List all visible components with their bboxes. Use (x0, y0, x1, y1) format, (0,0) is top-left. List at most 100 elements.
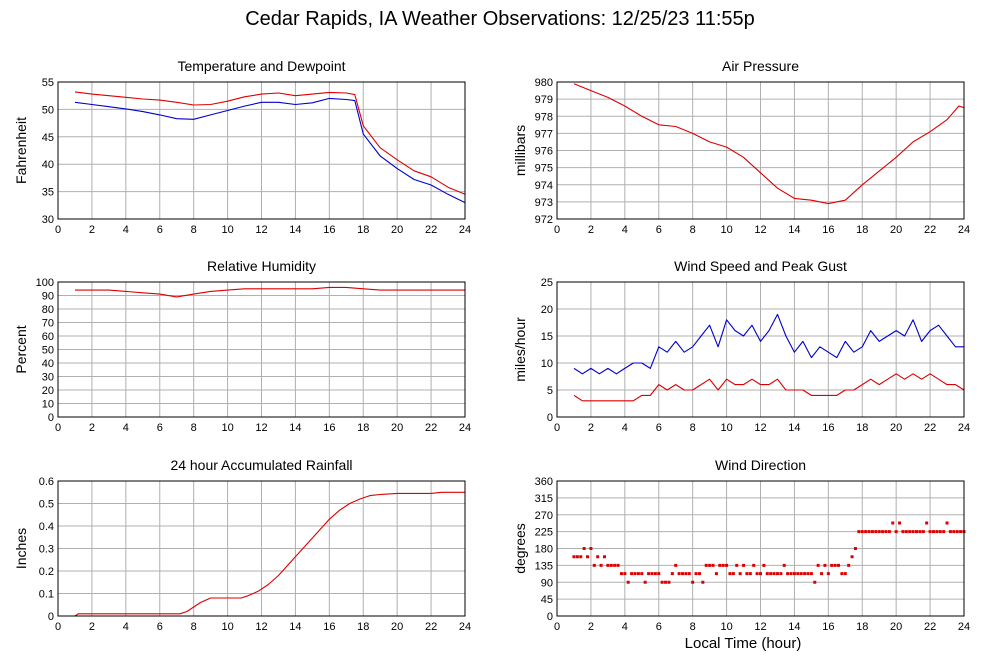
wind-direction-point (915, 530, 919, 534)
wind-direction-xtick-label: 22 (924, 621, 936, 633)
wind-direction-point (820, 572, 824, 576)
wind-direction-point (948, 530, 952, 534)
wind-direction-point (867, 530, 871, 534)
temperature-xtick-label: 10 (221, 224, 233, 236)
pressure-xtick-label: 10 (720, 224, 732, 236)
wind-direction-point (796, 572, 800, 576)
pressure-xtick-label: 20 (890, 224, 902, 236)
wind-direction-point (779, 572, 783, 576)
humidity-xtick-label: 10 (221, 422, 233, 434)
humidity-xtick-label: 6 (157, 422, 163, 434)
rainfall-xtick-label: 16 (323, 621, 335, 633)
rainfall-ytick-label: 0.3 (39, 544, 54, 556)
wind-direction-point (606, 563, 610, 567)
temperature-xtick-label: 6 (157, 224, 163, 236)
pressure-ytick-label: 976 (535, 146, 553, 158)
wind-speed-ylabel: miles/hour (512, 317, 528, 382)
wind-direction-point (704, 563, 708, 567)
wind-direction-point (731, 572, 735, 576)
pressure-xtick-label: 12 (754, 224, 766, 236)
wind-direction-ytick-label: 270 (535, 510, 553, 522)
wind-direction-ytick-label: 360 (535, 476, 553, 488)
humidity-ytick-label: 50 (42, 345, 54, 357)
wind-direction-ylabel: degrees (512, 523, 528, 574)
wind-direction-point (752, 563, 756, 567)
wind-direction-point (613, 563, 617, 567)
wind-direction-point (911, 530, 915, 534)
temperature-series-1 (74, 97, 466, 204)
temperature-xtick-label: 18 (357, 224, 369, 236)
wind-direction-point (636, 572, 640, 576)
wind-direction-ytick-label: 135 (535, 560, 553, 572)
temperature-xtick-label: 24 (459, 224, 471, 236)
wind-direction-point (677, 572, 681, 576)
pressure-xtick-label: 8 (690, 224, 696, 236)
wind-direction-point (718, 563, 722, 567)
pressure-ylabel: millibars (512, 125, 528, 176)
temperature-xtick-label: 14 (289, 224, 301, 236)
wind-direction-xtick-label: 24 (958, 621, 970, 633)
wind-speed-ytick-label: 15 (541, 331, 553, 343)
wind-direction-point (711, 563, 715, 567)
wind-direction-point (792, 572, 796, 576)
wind-direction-point (881, 530, 885, 534)
wind-speed-ytick-label: 0 (547, 412, 553, 424)
wind-direction-point (857, 530, 861, 534)
wind-speed-ytick-label: 10 (541, 358, 553, 370)
wind-direction-xtick-label: 6 (656, 621, 662, 633)
wind-direction-point (853, 547, 857, 550)
wind-speed-xtick-label: 0 (554, 422, 560, 434)
temperature-ytick-label: 50 (42, 104, 54, 116)
pressure-xtick-label: 2 (588, 224, 594, 236)
humidity-ytick-label: 30 (42, 372, 54, 384)
rainfall-xtick-label: 10 (221, 621, 233, 633)
humidity-xtick-label: 16 (323, 422, 335, 434)
wind-direction-point (759, 572, 762, 576)
rainfall-xtick-label: 0 (55, 621, 61, 633)
wind-direction-point (894, 530, 898, 534)
rainfall-ytick-label: 0.6 (39, 476, 54, 488)
temperature-xtick-label: 2 (89, 224, 95, 236)
wind-direction-point (616, 563, 620, 567)
wind-direction-point (664, 580, 668, 584)
temperature-ytick-label: 55 (42, 77, 54, 89)
humidity-ytick-label: 100 (36, 277, 54, 289)
pressure-xtick-label: 18 (856, 224, 868, 236)
wind-direction-point (826, 572, 830, 576)
temperature-ylabel: Fahrenheit (13, 117, 29, 184)
wind-direction-point (670, 572, 674, 576)
wind-direction-xtick-label: 16 (822, 621, 834, 633)
wind-speed-xtick-label: 8 (690, 422, 696, 434)
wind-direction-point (809, 572, 813, 576)
pressure-xtick-label: 4 (622, 224, 628, 236)
wind-direction-point (830, 563, 834, 567)
rainfall-xtick-label: 20 (391, 621, 403, 633)
humidity-xtick-label: 4 (123, 422, 129, 434)
wind-direction-point (938, 530, 942, 534)
wind-direction-xtick-label: 4 (622, 621, 628, 633)
pressure-ytick-label: 972 (535, 214, 553, 226)
wind-direction-point (762, 563, 766, 567)
wind-speed-xtick-label: 22 (924, 422, 936, 434)
wind-direction-point (592, 563, 596, 567)
wind-direction-point (619, 572, 623, 576)
wind-direction-point (813, 580, 817, 584)
wind-direction-point (891, 521, 895, 525)
wind-direction-point (952, 530, 956, 534)
wind-direction-point (786, 572, 790, 576)
wind-direction-point (837, 563, 841, 567)
wind-direction-point (626, 580, 630, 584)
wind-direction-ytick-label: 180 (535, 544, 553, 556)
wind-direction-point (667, 580, 671, 584)
wind-direction-point (643, 580, 647, 584)
wind-speed-xtick-label: 18 (856, 422, 868, 434)
wind-direction-point (599, 563, 603, 567)
humidity-ylabel: Percent (13, 325, 29, 373)
wind-speed-xtick-label: 14 (788, 422, 800, 434)
wind-direction-point (908, 530, 912, 534)
humidity-ytick-label: 80 (42, 304, 54, 316)
wind-direction-point (650, 572, 654, 576)
